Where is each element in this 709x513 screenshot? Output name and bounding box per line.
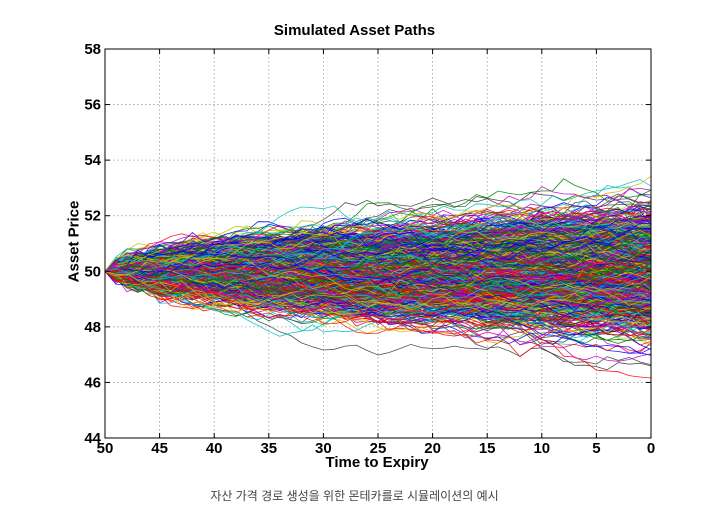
asset-path-line	[104, 248, 652, 274]
asset-path-line	[104, 246, 652, 301]
asset-path-line	[104, 249, 652, 293]
y-tick-label: 58	[84, 41, 101, 58]
chart-title: Simulated Asset Paths	[273, 22, 436, 39]
x-tick-label: 35	[260, 440, 277, 457]
x-tick-label: 45	[151, 440, 168, 457]
asset-path-line	[104, 204, 652, 273]
y-tick-label: 56	[84, 97, 101, 114]
asset-path-line	[104, 265, 652, 319]
asset-paths	[104, 175, 652, 379]
asset-path-line	[104, 255, 652, 309]
asset-path-line	[104, 266, 652, 303]
y-tick-label: 54	[84, 152, 101, 169]
asset-path-line	[104, 264, 652, 327]
y-tick-label: 48	[84, 319, 101, 336]
asset-path-line	[104, 257, 652, 297]
x-axis-label: Time to Expiry	[325, 454, 429, 471]
asset-path-line	[104, 223, 652, 272]
asset-path-line	[104, 269, 652, 321]
x-tick-label: 40	[206, 440, 223, 457]
asset-path-line	[104, 259, 652, 288]
asset-path-line	[104, 247, 652, 302]
asset-path-line	[104, 240, 652, 276]
asset-path-line	[104, 226, 652, 273]
asset-path-line	[104, 206, 652, 280]
x-tick-label: 15	[479, 440, 496, 457]
x-tick-label: 20	[424, 440, 441, 457]
asset-path-line	[104, 222, 652, 272]
asset-path-line	[104, 257, 652, 284]
asset-path-line	[104, 253, 652, 317]
y-axis-label: Asset Price	[65, 200, 83, 283]
axes	[104, 48, 652, 439]
asset-path-line	[104, 270, 652, 311]
asset-path-line	[104, 270, 652, 339]
figure-caption: 자산 가격 경로 생성을 위한 몬테카를로 시뮬레이션의 예시	[210, 489, 499, 503]
y-tick-label: 52	[84, 208, 101, 225]
x-tick-label: 50	[97, 440, 114, 457]
asset-path-line	[104, 269, 652, 294]
asset-path-line	[104, 264, 652, 306]
asset-path-line	[104, 235, 652, 277]
x-tick-label: 25	[370, 440, 387, 457]
y-tick-label: 50	[84, 263, 101, 280]
x-tick-label: 30	[315, 440, 332, 457]
asset-path-line	[104, 228, 652, 272]
y-tick-label: 44	[84, 430, 101, 447]
x-tick-label: 5	[592, 440, 600, 457]
asset-path-line	[104, 213, 652, 284]
asset-path-line	[104, 219, 652, 276]
y-tick-label: 46	[84, 374, 101, 391]
asset-path-line	[104, 269, 652, 306]
asset-path-line	[104, 270, 652, 323]
x-tick-label: 10	[533, 440, 550, 457]
asset-path-line	[104, 270, 652, 315]
x-tick-label: 0	[647, 440, 655, 457]
asset-path-line	[104, 261, 652, 318]
